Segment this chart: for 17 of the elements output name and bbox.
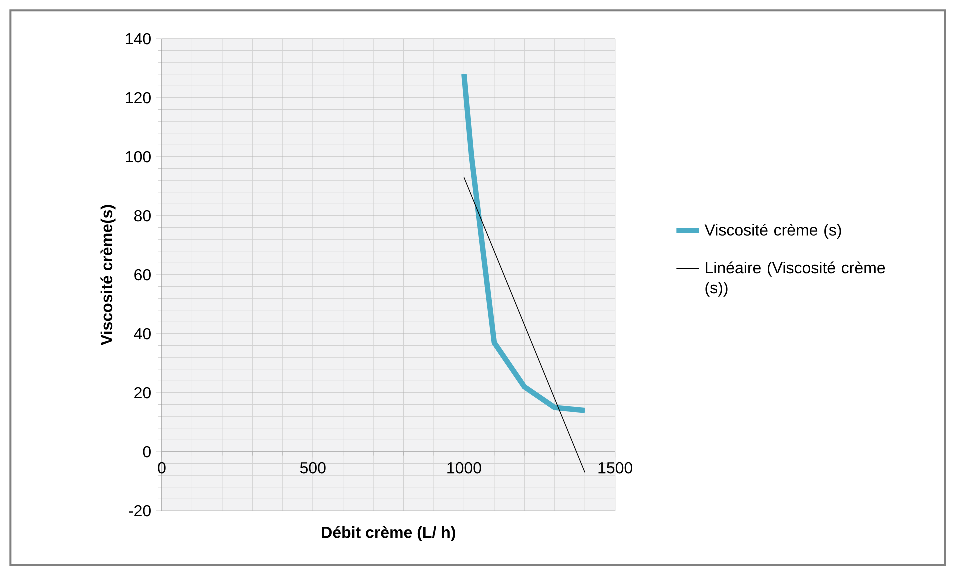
y-tick-label: 0 — [143, 446, 151, 458]
y-axis-title: Viscosité crème(s) — [100, 205, 116, 346]
legend-label: Linéaire (Viscosité crème (s)) — [706, 262, 886, 297]
y-tick-label: 20 — [134, 387, 151, 399]
y-tick-label: -20 — [129, 505, 151, 517]
y-tick-label: 40 — [134, 328, 151, 340]
x-tick-label: 0 — [158, 462, 166, 474]
y-tick-label: 80 — [134, 210, 151, 222]
legend-label: Viscosité crème (s) — [704, 224, 842, 240]
y-tick-label: 60 — [134, 269, 151, 281]
y-tick-label: 100 — [126, 151, 151, 163]
x-tick-label: 1500 — [598, 462, 633, 474]
y-tick-label: 120 — [126, 92, 151, 104]
y-tick-label: 140 — [126, 33, 151, 45]
x-tick-label: 500 — [300, 462, 326, 474]
x-axis-title: Débit crème (L/ h) — [322, 526, 456, 542]
x-tick-label: 1000 — [448, 462, 482, 474]
